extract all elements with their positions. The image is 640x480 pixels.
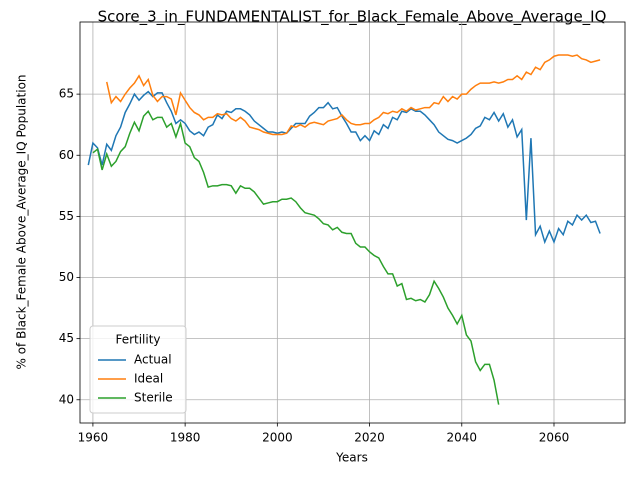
x-tick-label: 2000 (262, 431, 293, 445)
y-tick-label: 40 (59, 392, 74, 406)
legend-title: Fertility (115, 333, 160, 347)
y-tick-label: 45 (59, 331, 74, 345)
legend-label: Sterile (134, 391, 173, 405)
plot-frame (79, 21, 626, 424)
series-line (87, 90, 601, 245)
series-line (92, 109, 500, 405)
series-line (106, 54, 601, 136)
y-tick-label: 60 (59, 148, 74, 162)
legend-label: Ideal (134, 372, 163, 386)
x-tick-label: 2040 (447, 431, 478, 445)
y-tick-label: 65 (59, 87, 74, 101)
y-tick-label: 50 (59, 270, 74, 284)
y-axis-label: % of Black_Female Above_Average_IQ Popul… (15, 74, 29, 369)
chart-title: Score_3_in_FUNDAMENTALIST_for_Black_Fema… (98, 8, 607, 27)
y-tick-label: 55 (59, 209, 74, 223)
legend-box (89, 325, 187, 414)
x-tick-label: 1980 (170, 431, 201, 445)
x-tick-label: 1960 (78, 431, 109, 445)
x-axis-label: Years (335, 451, 368, 465)
legend-label: Actual (134, 353, 172, 367)
x-tick-label: 2060 (539, 431, 570, 445)
x-tick-label: 2020 (354, 431, 385, 445)
